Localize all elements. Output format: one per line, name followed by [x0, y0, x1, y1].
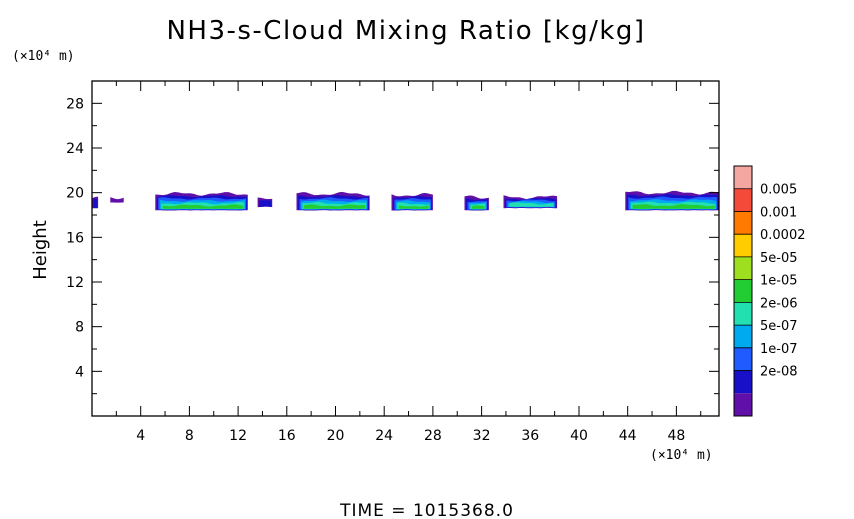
- cloud-patch: [391, 193, 433, 211]
- colorbar-label: 1e-07: [760, 342, 798, 357]
- colorbar-label: 1e-05: [760, 274, 798, 289]
- y-axis-label: Height: [30, 220, 51, 280]
- colorbar-swatch: [734, 234, 752, 257]
- cloud-patch: [155, 192, 248, 211]
- cloud-band-0: [110, 197, 124, 203]
- colorbar-swatch: [734, 302, 752, 326]
- colorbar-swatch: [734, 256, 752, 280]
- x-tick-label: 8: [185, 428, 194, 444]
- colorbar-swatch: [734, 370, 752, 394]
- cloud-band-5: [471, 205, 485, 209]
- colorbar-label: 0.001: [760, 205, 797, 220]
- y-tick-label: 24: [66, 141, 84, 157]
- y-axis-unit: (×10⁴ m): [12, 49, 75, 64]
- y-tick-label: 4: [75, 364, 84, 380]
- cloud-patch: [296, 191, 370, 211]
- y-tick-label: 28: [66, 96, 84, 112]
- colorbar-label: 2e-06: [760, 296, 798, 311]
- x-tick-label: 12: [229, 428, 247, 444]
- cloud-band-5: [303, 204, 366, 209]
- colorbar-swatch: [734, 325, 752, 348]
- cloud-band-4: [509, 202, 554, 207]
- x-tick-label: 24: [375, 428, 393, 444]
- colorbar-frame: [733, 165, 753, 417]
- x-tick-label: 48: [667, 428, 685, 444]
- colorbar-label: 5e-05: [760, 251, 798, 266]
- colorbar-swatch: [734, 166, 752, 189]
- colorbar-legend: 0.005 0.001 0.0002 5e-05 1e-05 2e-06 5e-07 1e-0…: [733, 165, 806, 417]
- colorbar-label: 2e-08: [760, 365, 798, 380]
- colorbar-swatch: [734, 393, 752, 416]
- time-label: TIME = 1015368.0: [339, 501, 514, 519]
- y-tick-label: 16: [66, 230, 84, 246]
- colorbar-swatch: [734, 347, 752, 371]
- x-tick-label: 36: [521, 428, 539, 444]
- y-tick-label: 20: [66, 186, 84, 202]
- cloud-patches: [92, 190, 719, 211]
- cloud-band-5: [632, 204, 715, 209]
- x-tick-label: 40: [570, 428, 588, 444]
- cloud-patch: [464, 195, 489, 211]
- colorbar-label: 0.005: [760, 183, 797, 198]
- colorbar-swatch: [734, 211, 752, 235]
- y-tick-label: 8: [75, 320, 84, 336]
- x-tick-label: 32: [473, 428, 491, 444]
- chart-title: NH3-s-Cloud Mixing Ratio [kg/kg]: [166, 16, 645, 46]
- plot-frame: [91, 80, 720, 417]
- cloud-patch: [92, 196, 99, 209]
- y-tick-label: 12: [66, 275, 84, 291]
- cloud-patch: [257, 197, 273, 208]
- cloud-patch: [110, 197, 124, 203]
- cloud-band-1: [93, 198, 98, 208]
- colorbar-label: 5e-07: [760, 319, 798, 334]
- cloud-band-5: [162, 204, 244, 209]
- colorbar-swatch: [734, 188, 752, 212]
- cloud-band-1: [259, 200, 272, 207]
- x-tick-label: 28: [424, 428, 442, 444]
- x-axis-unit: (×10⁴ m): [650, 448, 713, 463]
- colorbar-swatch: [734, 279, 752, 303]
- cloud-patch: [625, 190, 719, 211]
- cloud-band-5: [398, 205, 429, 209]
- x-tick-label: 44: [619, 428, 637, 444]
- x-tick-label: 16: [278, 428, 296, 444]
- colorbar-label: 0.0002: [760, 228, 806, 243]
- x-tick-label: 4: [136, 428, 145, 444]
- x-tick-label: 20: [327, 428, 345, 444]
- cloud-patch: [503, 195, 558, 209]
